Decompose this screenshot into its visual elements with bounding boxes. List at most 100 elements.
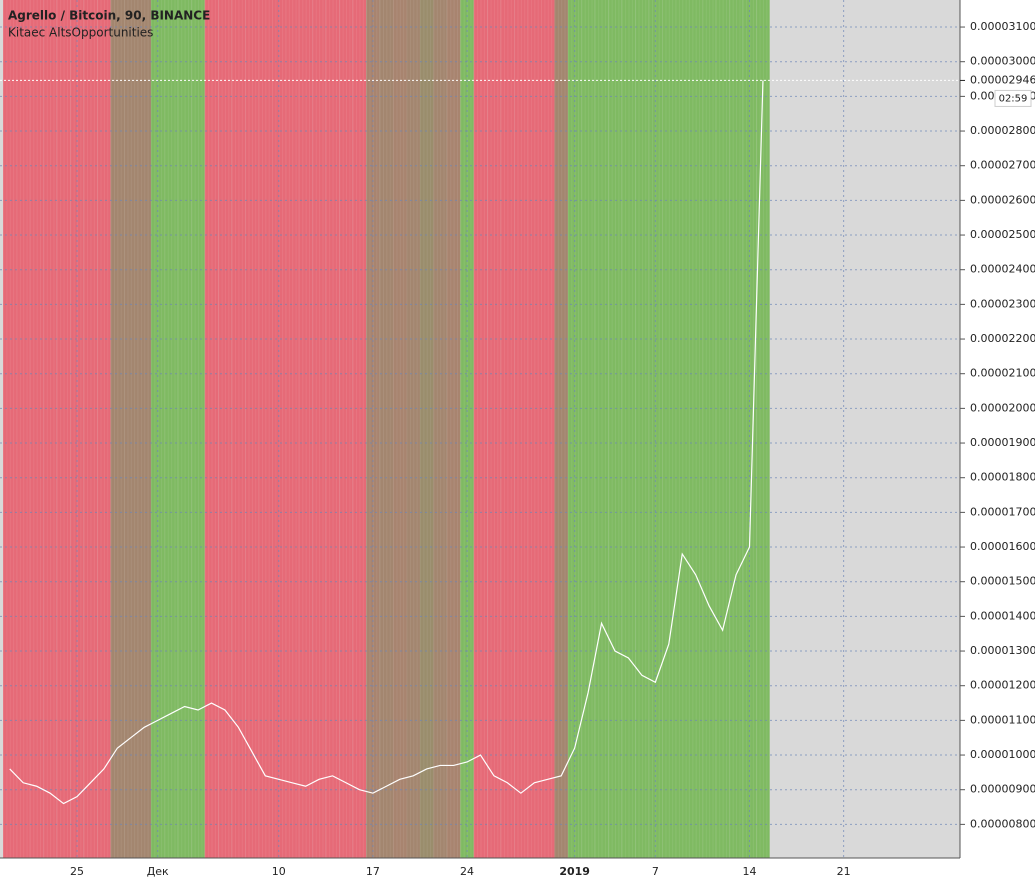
regime-stripe <box>641 0 643 858</box>
regime-stripe <box>33 0 35 858</box>
regime-stripe <box>483 0 485 858</box>
regime-stripe <box>292 0 294 858</box>
regime-stripe <box>712 0 714 858</box>
regime-band <box>500 0 515 858</box>
regime-stripe <box>46 0 48 858</box>
regime-stripe <box>255 0 257 858</box>
regime-band <box>514 0 528 858</box>
regime-stripe <box>705 0 707 858</box>
y-tick-label: 0.00002800 <box>970 124 1035 137</box>
regime-stripe <box>335 0 337 858</box>
regime-stripe <box>238 0 240 858</box>
x-tick-label: 10 <box>272 865 286 878</box>
regime-stripe <box>541 0 543 858</box>
regime-band <box>177 0 192 858</box>
x-tick-label: Дек <box>147 865 169 878</box>
regime-stripe <box>369 0 371 858</box>
regime-stripe <box>470 0 472 858</box>
regime-stripe <box>628 0 630 858</box>
regime-band <box>3 0 17 858</box>
regime-stripe <box>359 0 361 858</box>
regime-stripe <box>756 0 758 858</box>
regime-stripe <box>386 0 388 858</box>
regime-stripe <box>477 0 479 858</box>
regime-stripe <box>251 0 253 858</box>
regime-stripe <box>36 0 38 858</box>
y-tick-label: 0.00002200 <box>970 332 1035 345</box>
regime-band <box>272 0 286 858</box>
regime-stripe <box>342 0 344 858</box>
regime-stripe <box>729 0 731 858</box>
regime-stripe <box>329 0 331 858</box>
regime-stripe <box>497 0 499 858</box>
regime-band <box>325 0 340 858</box>
regime-stripe <box>154 0 156 858</box>
regime-band <box>164 0 178 858</box>
x-tick-label: 7 <box>652 865 659 878</box>
regime-stripe <box>73 0 75 858</box>
regime-stripe <box>520 0 522 858</box>
regime-stripe <box>288 0 290 858</box>
regime-band <box>137 0 151 858</box>
regime-stripe <box>739 0 741 858</box>
regime-stripe <box>63 0 65 858</box>
regime-stripe <box>376 0 378 858</box>
regime-band <box>352 0 367 858</box>
regime-stripe <box>177 0 179 858</box>
regime-stripe <box>221 0 223 858</box>
regime-stripe <box>655 0 657 858</box>
regime-stripe <box>356 0 358 858</box>
y-tick-label: 0.00003000 <box>970 55 1035 68</box>
regime-stripe <box>578 0 580 858</box>
y-tick-label: 0.00001400 <box>970 609 1035 622</box>
regime-stripe <box>702 0 704 858</box>
x-tick-label: 14 <box>743 865 757 878</box>
regime-stripe <box>204 0 206 858</box>
regime-stripe <box>140 0 142 858</box>
regime-stripe <box>144 0 146 858</box>
regime-stripe <box>66 0 68 858</box>
regime-stripe <box>87 0 89 858</box>
last-price-box <box>961 72 1035 89</box>
regime-band <box>83 0 98 858</box>
regime-band <box>29 0 44 858</box>
countdown-label: 02:59 <box>999 93 1028 104</box>
regime-stripe <box>305 0 307 858</box>
regime-stripe <box>450 0 452 858</box>
regime-stripe <box>440 0 442 858</box>
regime-stripe <box>581 0 583 858</box>
regime-stripe <box>107 0 109 858</box>
regime-band <box>245 0 259 858</box>
regime-stripe <box>258 0 260 858</box>
regime-band <box>648 0 663 858</box>
regime-stripe <box>194 0 196 858</box>
y-tick-label: 0.00001300 <box>970 644 1035 657</box>
regime-stripe <box>393 0 395 858</box>
regime-stripe <box>725 0 727 858</box>
y-tick-label: 0.00001000 <box>970 748 1035 761</box>
regime-stripe <box>130 0 132 858</box>
regime-stripe <box>181 0 183 858</box>
regime-band <box>379 0 394 858</box>
regime-stripe <box>389 0 391 858</box>
regime-stripe <box>719 0 721 858</box>
regime-stripe <box>631 0 633 858</box>
regime-stripe <box>732 0 734 858</box>
x-tick-label: 25 <box>70 865 84 878</box>
regime-stripe <box>275 0 277 858</box>
regime-stripe <box>567 0 569 858</box>
regime-stripe <box>419 0 421 858</box>
regime-stripe <box>564 0 566 858</box>
regime-stripe <box>93 0 95 858</box>
regime-stripe <box>736 0 738 858</box>
regime-stripe <box>403 0 405 858</box>
regime-stripe <box>487 0 489 858</box>
regime-stripe <box>446 0 448 858</box>
regime-stripe <box>241 0 243 858</box>
y-tick-label: 0.00002100 <box>970 367 1035 380</box>
regime-stripe <box>13 0 15 858</box>
regime-stripe <box>746 0 748 858</box>
regime-stripe <box>174 0 176 858</box>
x-tick-label: 2019 <box>559 865 590 878</box>
